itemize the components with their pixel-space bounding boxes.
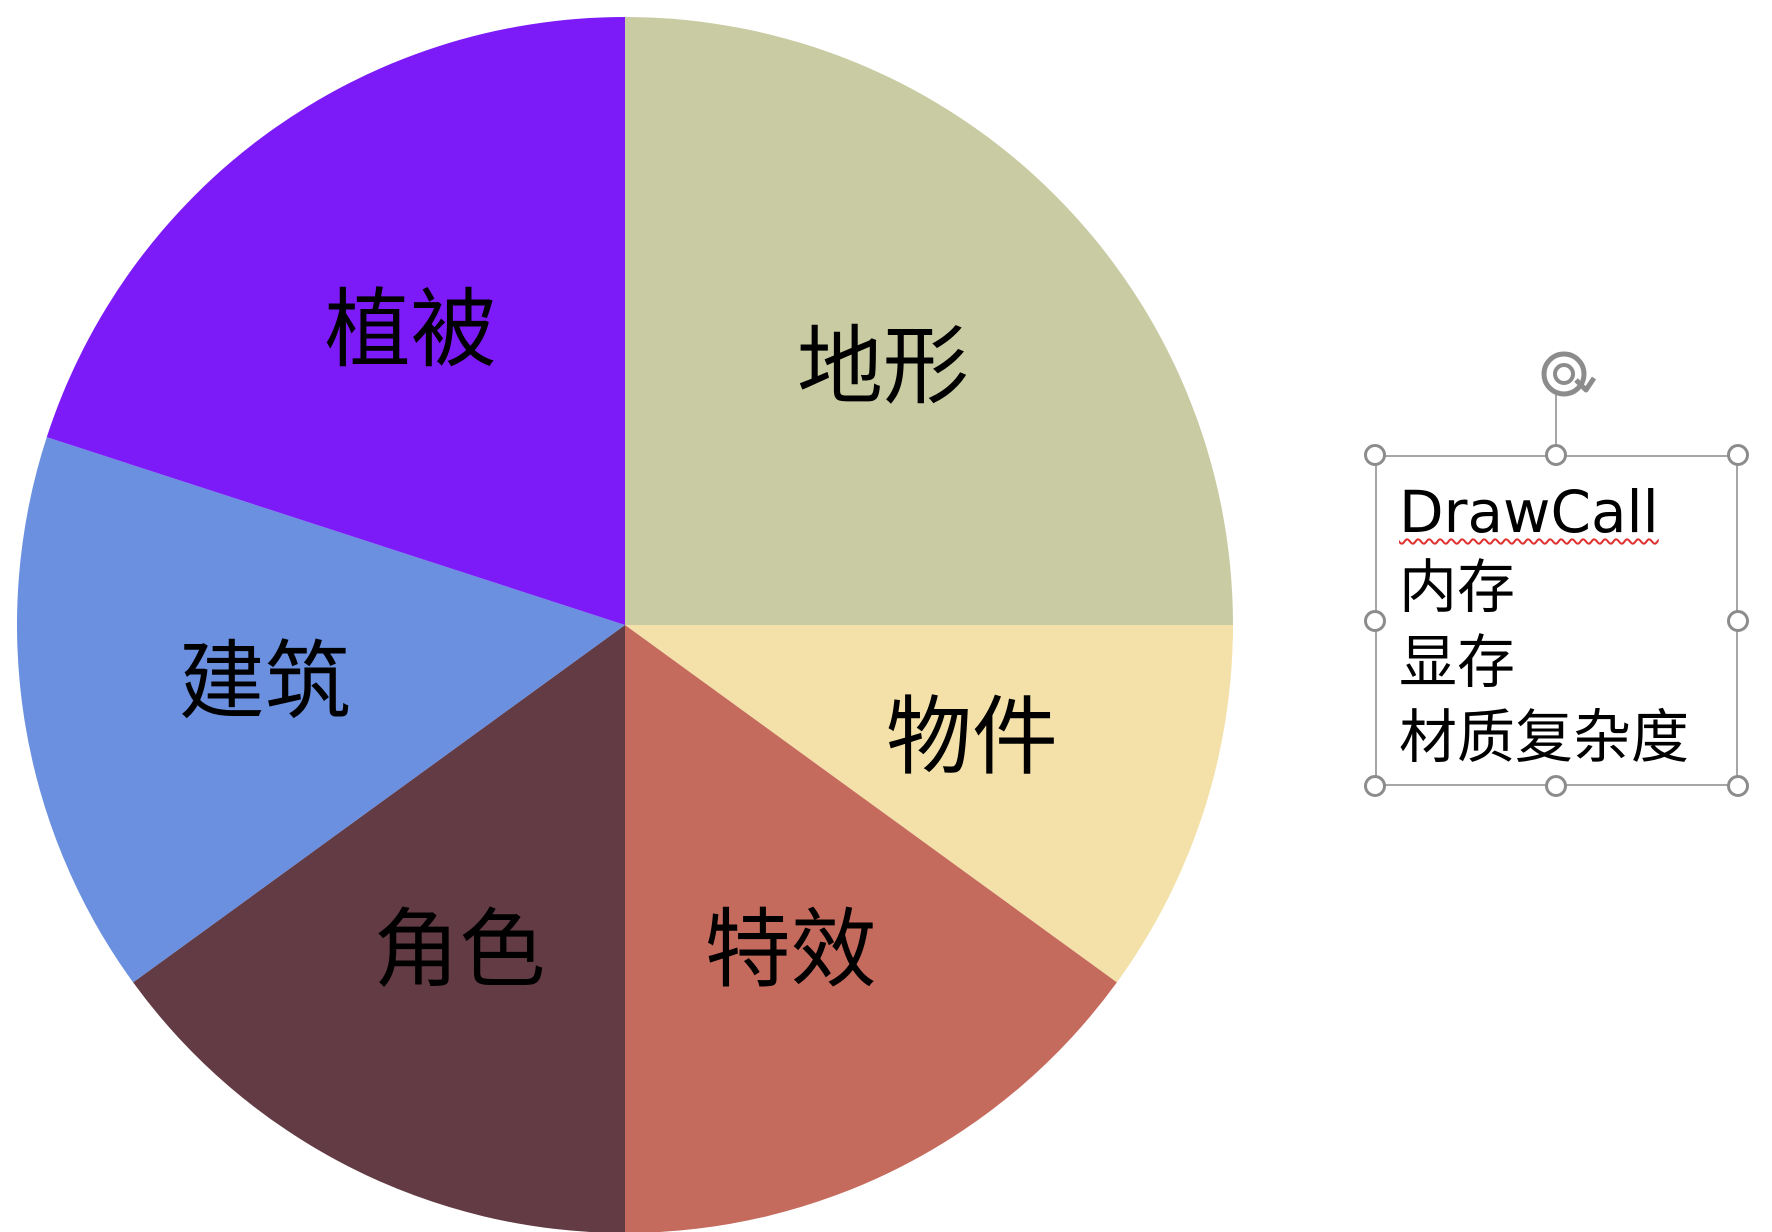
pie-slice-label-1: 物件 [886,688,1058,788]
pie-slice-0 [625,17,1233,625]
pie-slice-2 [625,625,1117,1232]
resize-handle-middle-left[interactable] [1364,610,1386,632]
resize-handle-top-center[interactable] [1545,444,1567,466]
text-line-drawcall[interactable]: DrawCall [1399,478,1659,546]
pie-slice-label-3: 角色 [373,900,545,1000]
text-box[interactable]: DrawCall 内存 显存 材质复杂度 [1375,455,1738,786]
resize-handle-middle-right[interactable] [1727,610,1749,632]
pie-slice-5 [46,17,626,625]
pie-slice-1 [625,625,1233,983]
text-line-memory[interactable]: 内存 [1399,553,1516,621]
text-box-lines: DrawCall 内存 显存 材质复杂度 [1399,475,1689,775]
text-line-material-complexity[interactable]: 材质复杂度 [1399,703,1690,771]
resize-handle-bottom-left[interactable] [1364,775,1386,797]
pie-slice-3 [133,625,625,1232]
pie-slice-label-2: 特效 [705,900,877,1000]
pie-slice-label-0: 地形 [797,317,969,417]
rotate-icon[interactable] [1534,346,1598,402]
rotate-handle-stem [1555,395,1557,445]
resize-handle-bottom-center[interactable] [1545,775,1567,797]
resize-handle-top-right[interactable] [1727,444,1749,466]
resize-handle-top-left[interactable] [1364,444,1386,466]
pie-slices [17,17,1233,1232]
pie-slice-4 [17,437,626,983]
text-line-vram[interactable]: 显存 [1399,628,1516,696]
pie-slice-label-4: 建筑 [179,632,351,732]
resize-handle-bottom-right[interactable] [1727,775,1749,797]
pie-slice-label-5: 植被 [325,280,497,380]
